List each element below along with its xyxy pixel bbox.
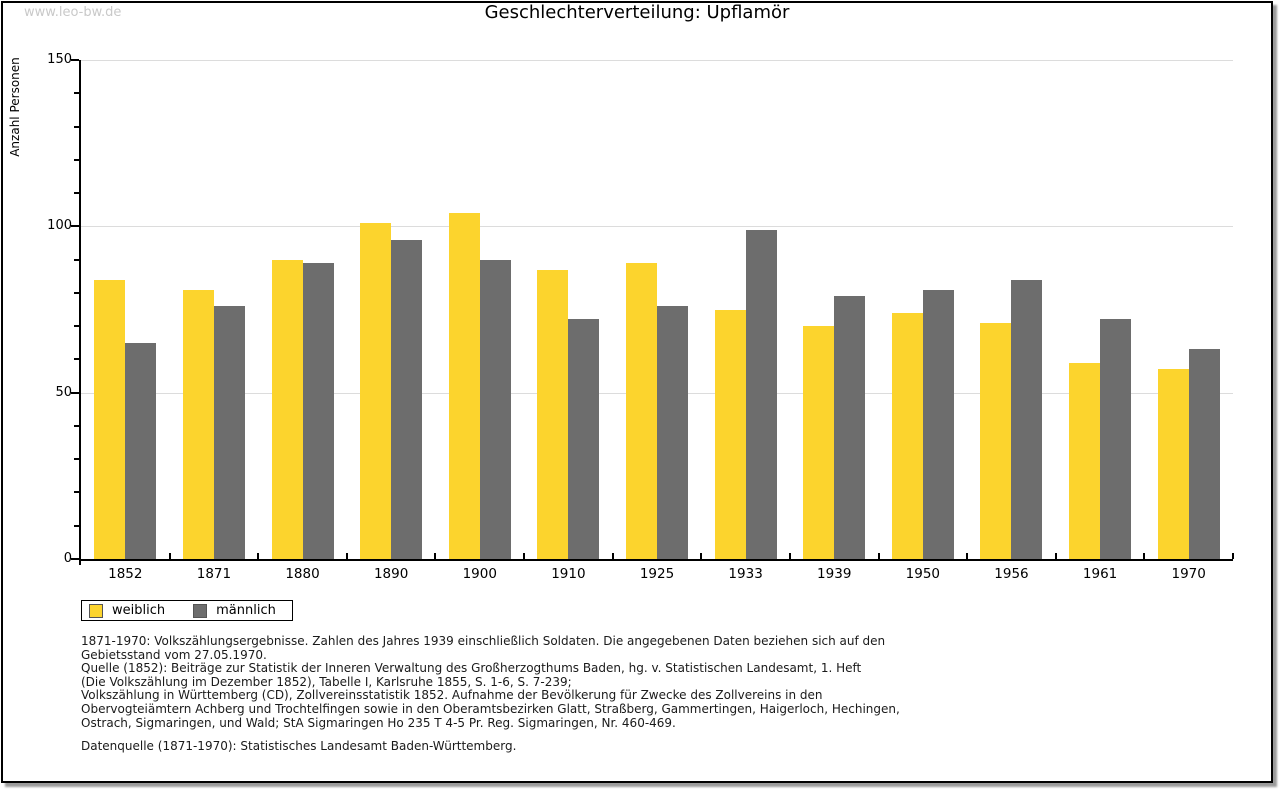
bar-maennlich-1910 [568, 319, 600, 559]
x-label-1890: 1890 [373, 566, 409, 582]
y-tick-label-50: 50 [55, 384, 72, 400]
footnote-line-7: Ostrach, Sigmaringen, und Wald; StA Sigm… [81, 715, 676, 730]
gridline-100 [81, 226, 1233, 228]
bar-weiblich-1970 [1157, 369, 1189, 559]
y-minor-tick-20 [74, 491, 79, 494]
x-axis-tick [169, 553, 171, 559]
y-major-tick-150 [71, 59, 79, 61]
footnote-line-4: (Die Volkszählung im Dezember 1852), Tab… [81, 674, 572, 689]
legend-swatch-weiblich [89, 603, 103, 618]
bar-weiblich-1950 [891, 312, 923, 559]
bar-maennlich-1950 [922, 289, 954, 559]
bar-weiblich-1852 [94, 279, 126, 559]
watermark: www.leo-bw.de [24, 5, 122, 20]
y-tick-label-100: 100 [47, 218, 72, 234]
legend-label-weiblich: weiblich [112, 603, 166, 618]
x-label-1910: 1910 [551, 566, 586, 582]
bar-maennlich-1961 [1100, 319, 1132, 559]
y-minor-tick-140 [74, 92, 79, 95]
plot-area: 1852 1871 1880 1890 1900 1910 1925 1933 1939 1950… [71, 59, 1234, 582]
y-minor-tick-110 [74, 192, 79, 195]
x-axis-tick [1055, 553, 1057, 559]
x-axis-tick [612, 553, 614, 559]
x-label-1939: 1939 [817, 566, 852, 582]
legend-item-weiblich: weiblich [89, 603, 165, 618]
x-label-1880: 1880 [285, 566, 320, 582]
x-axis-tick [700, 553, 702, 559]
y-major-tick-0 [71, 558, 79, 560]
x-axis-tick [523, 553, 525, 559]
footnote-line-5: Volkszählung in Württemberg (CD), Zollve… [81, 688, 823, 703]
bar-maennlich-1925 [657, 306, 688, 559]
x-axis-tick [434, 553, 436, 559]
bar-weiblich-1871 [182, 289, 214, 559]
x-axis-tick [1143, 553, 1145, 559]
y-major-tick-100 [71, 225, 79, 228]
legend-swatch-maennlich [193, 603, 208, 618]
datasource-line: Datenquelle (1871-1970): Statistisches L… [81, 739, 517, 753]
y-major-tick-50 [71, 391, 79, 394]
footnote-line-6: Obervogteiämtern Achberg und Trochtelfin… [81, 701, 900, 716]
chart-title: Geschlechterverteilung: Upflamör [484, 2, 790, 23]
bar-maennlich-1890 [391, 239, 423, 559]
bar-weiblich-1956 [980, 322, 1012, 559]
y-minor-tick-130 [74, 125, 79, 128]
x-axis-tick [789, 553, 791, 559]
gridline-150 [81, 60, 1233, 61]
x-label-1950: 1950 [905, 566, 941, 582]
legend-item-maennlich: männlich [193, 603, 276, 618]
y-minor-tick-60 [74, 358, 79, 361]
legend: weiblich männlich [81, 600, 293, 621]
x-label-1852: 1852 [108, 566, 143, 582]
x-label-1933: 1933 [728, 566, 763, 582]
y-minor-tick-30 [74, 458, 79, 461]
footnote-line-2: Gebietsstand vom 27.05.1970. [81, 647, 267, 662]
x-label-1970: 1970 [1171, 566, 1206, 582]
bar-weiblich-1880 [271, 259, 303, 559]
bar-maennlich-1933 [745, 229, 777, 559]
x-axis-tick [878, 553, 880, 559]
bar-weiblich-1900 [448, 213, 480, 559]
footnote-line-3: Quelle (1852): Beiträge zur Statistik de… [81, 661, 862, 676]
bar-maennlich-1939 [834, 296, 866, 559]
y-axis-label: Anzahl Personen [8, 57, 22, 157]
bar-weiblich-1890 [360, 223, 392, 559]
footnotes: 1871-1970: Volkszählungsergebnisse. Zahl… [81, 634, 900, 730]
y-minor-tick-90 [74, 258, 79, 261]
bar-maennlich-1871 [213, 306, 245, 559]
y-minor-tick-40 [74, 424, 79, 427]
bar-maennlich-1970 [1188, 349, 1220, 559]
y-minor-tick-80 [74, 291, 79, 294]
y-axis-foot-tick [79, 559, 81, 565]
bar-weiblich-1925 [626, 262, 657, 559]
x-axis-tick [257, 553, 259, 559]
x-label-1900: 1900 [462, 566, 497, 582]
x-axis-tick [966, 553, 968, 559]
bar-maennlich-1852 [125, 342, 157, 559]
bar-maennlich-1880 [302, 262, 334, 559]
x-label-1925: 1925 [639, 566, 675, 582]
y-minor-tick-10 [74, 524, 79, 527]
bar-maennlich-1956 [1011, 279, 1043, 559]
x-label-1961: 1961 [1082, 566, 1118, 582]
bar-weiblich-1961 [1069, 362, 1101, 559]
y-minor-tick-70 [74, 325, 79, 328]
bar-weiblich-1910 [537, 269, 569, 559]
x-label-1871: 1871 [196, 566, 232, 582]
legend-label-maennlich: männlich [216, 603, 276, 618]
bar-weiblich-1933 [714, 309, 746, 559]
y-tick-label-150: 150 [47, 52, 72, 67]
x-axis-tick [1232, 553, 1234, 559]
footnote-line-1: 1871-1970: Volkszählungsergebnisse. Zahl… [81, 634, 886, 648]
x-label-1956: 1956 [994, 566, 1029, 582]
bar-weiblich-1939 [803, 326, 835, 559]
bar-maennlich-1900 [479, 259, 511, 559]
x-axis-tick [346, 553, 348, 559]
y-minor-tick-120 [74, 158, 79, 161]
y-tick-label-0: 0 [63, 551, 72, 566]
